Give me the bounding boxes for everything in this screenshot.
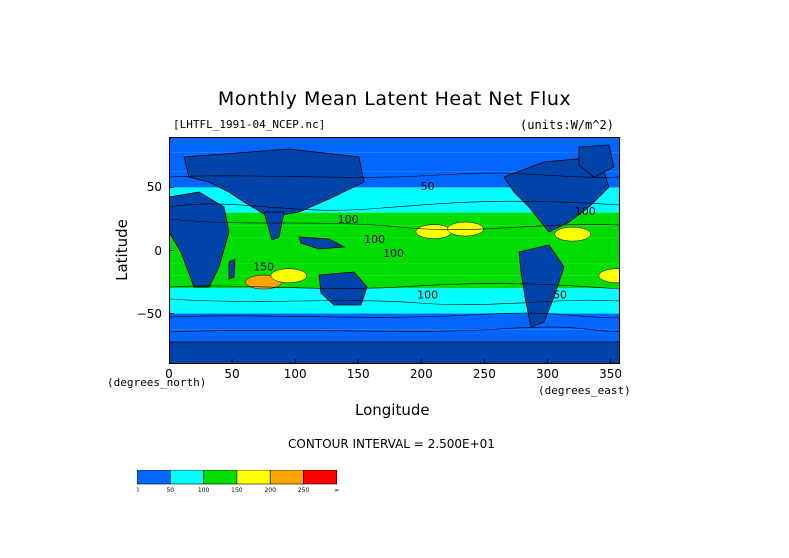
contour-label: 150 <box>253 261 274 274</box>
land-antarctica <box>169 341 620 364</box>
legend-swatch <box>137 470 171 485</box>
legend-label: 200 <box>264 487 276 494</box>
legend-swatch <box>269 470 304 485</box>
flux-hotspot <box>415 224 453 239</box>
flux-band <box>169 225 620 238</box>
color-legend: 0 50 100 150 200 250 ∞ <box>137 470 339 494</box>
legend-swatch <box>236 470 271 485</box>
flux-band <box>169 237 620 251</box>
flux-band <box>169 300 620 314</box>
x-tick-label: 250 <box>472 367 496 381</box>
x-tick-label: 150 <box>346 367 370 381</box>
legend-label: 0 <box>137 487 139 494</box>
y-tick-label: 0 <box>154 243 162 258</box>
x-tick-label: 350 <box>599 367 622 381</box>
flux-hotspot <box>270 268 308 283</box>
units-label: (units:W/m^2) <box>520 118 614 132</box>
legend-label: 150 <box>231 487 243 494</box>
x-tick-label: 0 <box>165 367 173 381</box>
source-file-label: [LHTFL_1991-04_NCEP.nc] <box>173 118 326 131</box>
land-greenland <box>578 144 615 178</box>
y-tick-label: 50 <box>146 180 162 195</box>
flux-band <box>169 137 620 153</box>
land-north-america <box>503 156 610 233</box>
legend-swatch <box>169 470 204 485</box>
land-south-america <box>518 244 565 328</box>
contour-label: 100 <box>383 247 404 260</box>
flux-hotspot <box>554 226 591 242</box>
x-tick-label: 50 <box>224 367 240 381</box>
contour-interval-text: CONTOUR INTERVAL = 2.500E+01 <box>288 437 495 451</box>
land-india <box>263 211 285 241</box>
x-axis-title: Longitude <box>355 401 430 419</box>
legend-label: 100 <box>198 487 210 494</box>
land-madagascar <box>228 258 236 280</box>
legend-end-label: ∞ <box>334 487 339 494</box>
flux-band <box>169 313 620 330</box>
legend-swatch <box>203 470 238 485</box>
contour-label: 50 <box>421 180 435 193</box>
contour-label: 50 <box>553 288 567 301</box>
contour-label: 100 <box>338 213 359 226</box>
y-tick-label: −50 <box>136 306 162 321</box>
flux-band <box>169 250 620 264</box>
land-africa <box>169 191 230 288</box>
legend-swatch <box>303 470 338 485</box>
x-tick-label: 100 <box>283 367 307 381</box>
land-indonesia <box>298 236 346 250</box>
contour-lines <box>169 172 620 333</box>
chart-title: Monthly Mean Latent Heat Net Flux <box>217 88 572 110</box>
x-tick-label: 200 <box>409 367 433 381</box>
flux-hotspot <box>598 268 620 283</box>
flux-band <box>169 288 620 301</box>
contour-label: 100 <box>417 288 438 301</box>
legend-label: 50 <box>166 487 174 494</box>
land-eurasia <box>183 148 365 218</box>
x-tick-label: 300 <box>536 367 559 381</box>
contour-label: 100 <box>364 233 385 246</box>
x-axis-units: (degrees_east) <box>538 384 631 397</box>
contour-label: 100 <box>575 205 596 218</box>
y-axis-units: (degrees_north) <box>107 376 207 389</box>
legend-label: 250 <box>298 487 310 494</box>
